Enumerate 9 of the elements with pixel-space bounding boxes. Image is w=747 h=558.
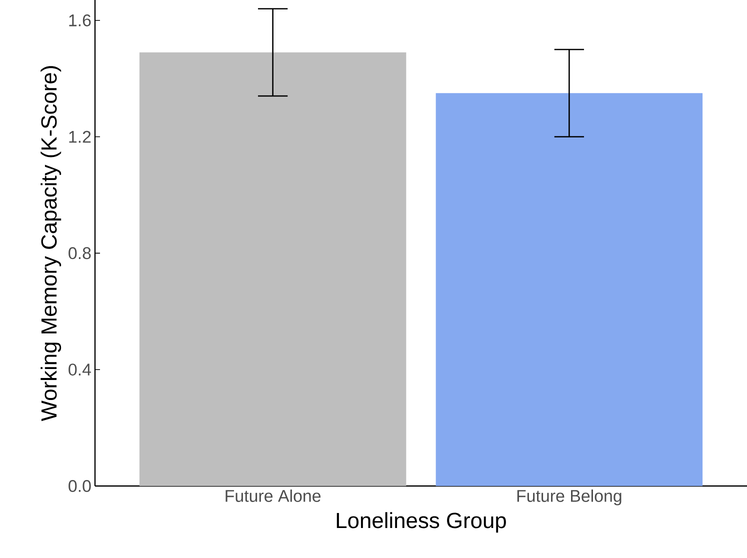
y-tick-label: 0.8: [68, 247, 91, 260]
x-tick-label: Future Alone: [226, 490, 321, 502]
y-axis-title: Working Memory Capacity (K-Score): [40, 66, 62, 422]
x-tick-label: Future Belong: [517, 490, 622, 506]
x-axis-title: Loneliness Group: [336, 512, 506, 533]
y-tick-label: 0.0: [68, 480, 91, 492]
y-tick-label: 0.4: [68, 364, 91, 376]
y-tick-label: 1.6: [69, 14, 91, 26]
y-tick-label: 1.2: [69, 130, 91, 143]
